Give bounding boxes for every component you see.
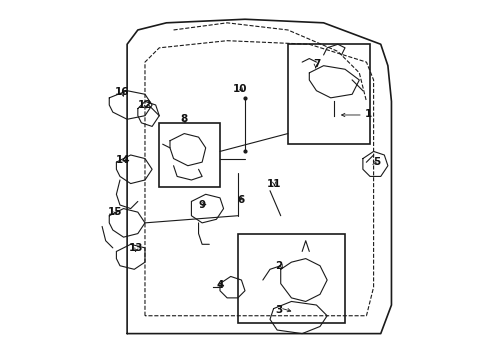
Text: 10: 10 [232, 84, 247, 94]
Text: 12: 12 [138, 100, 152, 110]
Text: 9: 9 [198, 200, 206, 210]
Text: 14: 14 [116, 156, 131, 165]
Text: 6: 6 [238, 195, 245, 204]
Text: 3: 3 [275, 305, 283, 315]
FancyBboxPatch shape [159, 123, 220, 187]
Text: 2: 2 [275, 261, 283, 271]
Text: 15: 15 [107, 207, 122, 217]
Text: 13: 13 [129, 243, 143, 253]
Text: 5: 5 [373, 157, 381, 167]
Text: 8: 8 [181, 114, 188, 124]
Text: 4: 4 [216, 280, 223, 291]
Text: 16: 16 [115, 87, 129, 98]
Text: 11: 11 [267, 179, 281, 189]
Text: 1: 1 [365, 109, 372, 119]
FancyBboxPatch shape [288, 44, 370, 144]
Text: 7: 7 [313, 59, 320, 69]
FancyBboxPatch shape [238, 234, 345, 323]
